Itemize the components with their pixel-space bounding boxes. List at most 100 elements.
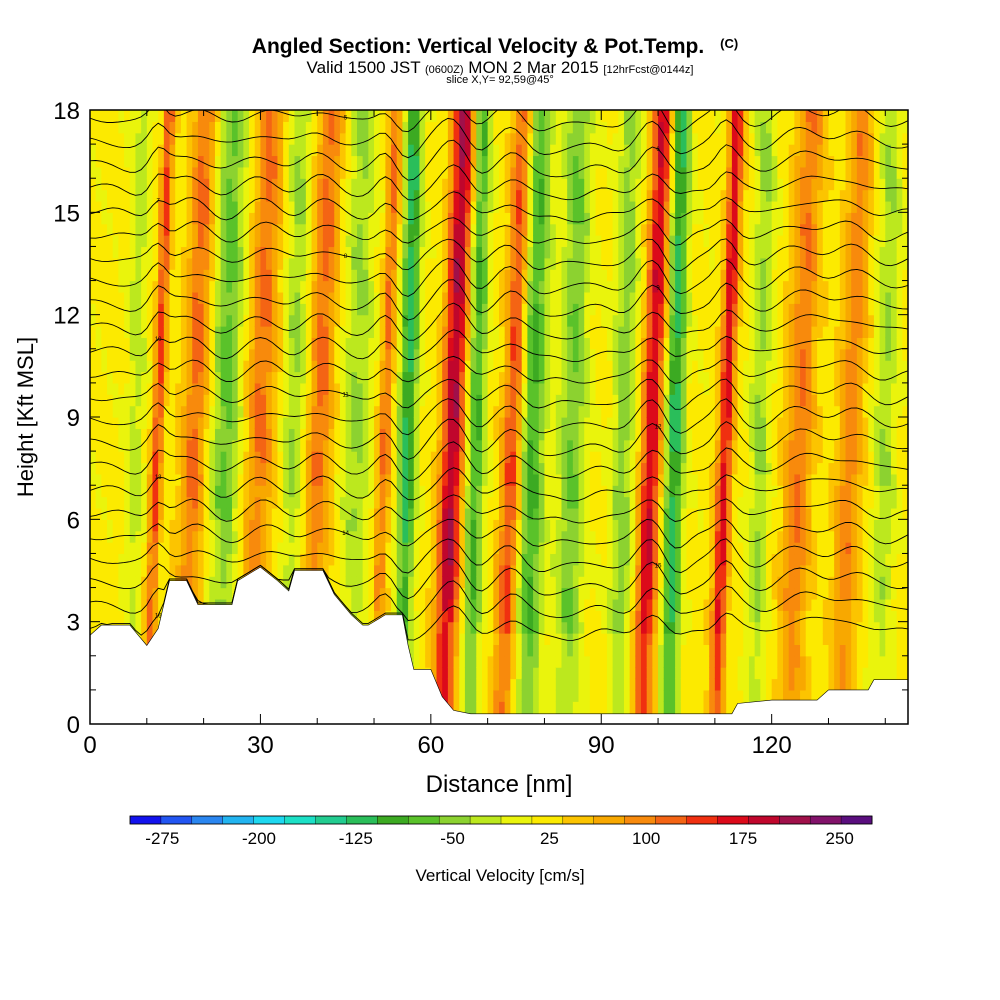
velocity-cell: [107, 200, 114, 213]
velocity-cell: [345, 496, 352, 509]
velocity-cell: [249, 303, 256, 316]
velocity-cell: [555, 496, 563, 509]
velocity-cell: [328, 166, 335, 179]
velocity-cell: [538, 212, 546, 225]
velocity-cell: [277, 530, 284, 543]
velocity-cell: [538, 530, 546, 543]
velocity-cell: [152, 121, 159, 134]
velocity-cell: [499, 507, 506, 520]
velocity-cell: [220, 507, 227, 520]
velocity-cell: [464, 212, 472, 225]
velocity-cell: [481, 155, 489, 168]
velocity-cell: [322, 405, 330, 418]
velocity-cell: [112, 348, 119, 361]
velocity-cell: [334, 212, 341, 225]
velocity-cell: [391, 144, 398, 157]
velocity-cell: [374, 473, 381, 486]
velocity-cell: [408, 553, 415, 566]
velocity-cell: [589, 200, 597, 213]
velocity-cell: [368, 542, 375, 555]
velocity-cell: [328, 314, 335, 327]
velocity-cell: [288, 428, 296, 441]
velocity-cell: [356, 235, 364, 248]
velocity-cell: [203, 291, 210, 304]
velocity-cell: [476, 405, 483, 418]
velocity-cell: [175, 200, 182, 213]
velocity-cell: [402, 473, 409, 486]
velocity-cell: [362, 155, 369, 168]
velocity-cell: [550, 530, 557, 543]
velocity-cell: [606, 223, 614, 236]
velocity-cell: [567, 371, 574, 384]
velocity-cell: [283, 451, 290, 464]
velocity-cell: [141, 348, 148, 361]
velocity-cell: [533, 110, 540, 122]
velocity-cell: [107, 326, 114, 339]
velocity-cell: [277, 200, 284, 213]
velocity-cell: [402, 519, 409, 532]
velocity-cell: [305, 155, 313, 168]
velocity-cell: [95, 348, 102, 361]
velocity-cell: [311, 235, 318, 248]
velocity-cell: [351, 428, 358, 441]
velocity-cell: [249, 553, 256, 566]
velocity-cell: [601, 200, 608, 213]
velocity-cell: [476, 360, 483, 373]
velocity-cell: [356, 382, 364, 395]
velocity-cell: [112, 417, 119, 429]
velocity-cell: [402, 394, 409, 407]
velocity-cell: [368, 178, 375, 191]
velocity-cell: [436, 212, 443, 225]
velocity-cell: [90, 200, 97, 213]
velocity-cell: [601, 587, 608, 600]
velocity-cell: [447, 348, 455, 361]
velocity-cell: [317, 542, 324, 555]
velocity-cell: [203, 269, 210, 282]
velocity-cell: [396, 223, 404, 236]
velocity-cell: [101, 235, 108, 248]
velocity-cell: [288, 417, 296, 429]
velocity-cell: [408, 121, 415, 134]
velocity-cell: [107, 553, 114, 566]
velocity-cell: [510, 291, 517, 304]
velocity-cell: [396, 485, 404, 498]
velocity-cell: [385, 132, 392, 145]
velocity-cell: [328, 178, 335, 191]
velocity-cell: [487, 428, 494, 441]
velocity-cell: [555, 655, 563, 668]
velocity-cell: [175, 303, 182, 316]
velocity-cell: [612, 598, 619, 611]
velocity-cell: [300, 371, 307, 384]
velocity-cell: [379, 439, 386, 452]
velocity-cell: [527, 371, 534, 384]
velocity-cell: [271, 246, 279, 259]
velocity-cell: [152, 542, 159, 555]
velocity-cell: [220, 303, 227, 316]
velocity-cell: [351, 166, 358, 179]
velocity-cell: [595, 655, 602, 668]
velocity-cell: [124, 417, 131, 429]
velocity-cell: [203, 144, 210, 157]
velocity-cell: [516, 178, 523, 191]
velocity-cell: [391, 598, 398, 611]
velocity-cell: [356, 451, 364, 464]
velocity-cell: [493, 564, 500, 577]
velocity-cell: [572, 621, 580, 634]
velocity-cell: [595, 496, 602, 509]
velocity-cell: [425, 439, 432, 452]
velocity-cell: [606, 667, 614, 680]
velocity-cell: [385, 212, 392, 225]
velocity-cell: [413, 462, 421, 475]
velocity-cell: [408, 337, 415, 350]
velocity-cell: [408, 451, 415, 464]
velocity-cell: [589, 110, 597, 122]
velocity-cell: [129, 496, 137, 509]
velocity-cell: [504, 246, 511, 259]
velocity-cell: [277, 348, 284, 361]
velocity-cell: [533, 667, 540, 680]
velocity-cell: [129, 382, 137, 395]
velocity-cell: [356, 598, 364, 611]
velocity-cell: [112, 564, 119, 577]
velocity-cell: [158, 212, 165, 225]
velocity-cell: [419, 326, 426, 339]
